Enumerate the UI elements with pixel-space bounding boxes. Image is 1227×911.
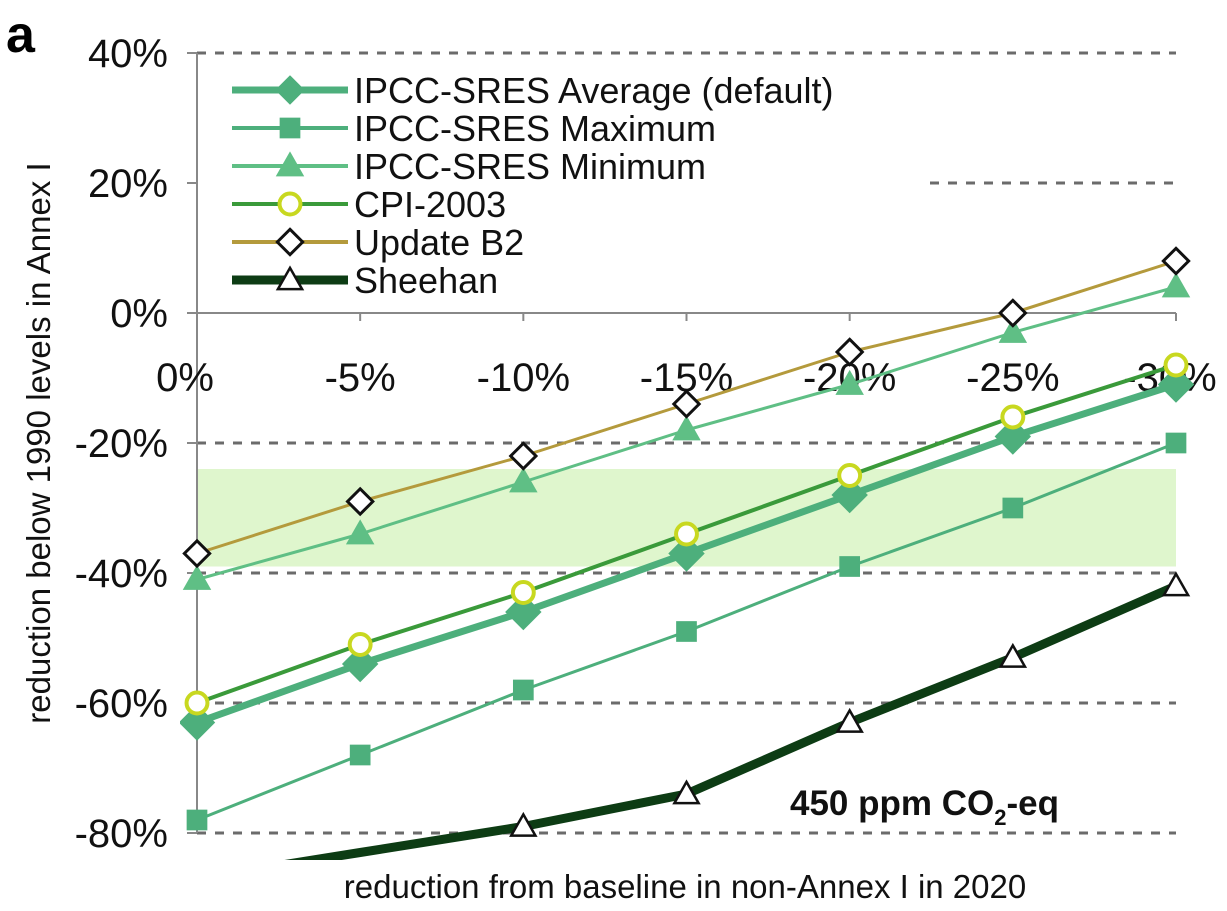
annotation-main: 450 ppm CO: [790, 784, 994, 823]
data-point: [998, 298, 1028, 328]
data-point: [668, 535, 705, 572]
data-point: [184, 690, 210, 716]
x-tick-label: -10%: [477, 356, 570, 400]
data-point: [672, 415, 701, 441]
series-2: [182, 272, 1191, 590]
y-tick-label: -20%: [75, 422, 168, 466]
legend-label: IPCC-SRES Maximum: [354, 108, 716, 149]
data-point: [182, 538, 212, 569]
annotation-subscript: 2: [994, 805, 1006, 830]
series-3: [184, 352, 1189, 716]
y-tick-label: 40%: [88, 32, 168, 76]
legend-entry-5: Sheehan: [232, 260, 498, 301]
legend-entry-3: CPI-2003: [232, 184, 506, 225]
data-point: [508, 441, 539, 471]
data-point: [349, 744, 371, 766]
data-point: [671, 389, 702, 419]
series-1: [186, 432, 1187, 831]
data-point: [839, 556, 861, 577]
data-point: [505, 593, 542, 631]
data-point: [1165, 432, 1187, 454]
x-tick-label: 0%: [156, 356, 214, 400]
data-point: [1000, 404, 1026, 430]
data-point: [345, 486, 375, 517]
data-point: [835, 369, 864, 395]
x-tick-label: -5%: [325, 356, 396, 400]
legend-entry-2: IPCC-SRES Minimum: [232, 146, 706, 187]
data-point: [994, 418, 1032, 455]
data-point: [835, 707, 864, 733]
legend-label: CPI-2003: [354, 184, 506, 225]
legend-label: Sheehan: [354, 260, 498, 301]
legend-marker: [275, 151, 305, 177]
data-point: [998, 642, 1028, 668]
legend-entry-0: IPCC-SRES Average (default): [232, 70, 834, 111]
x-tick-label: -25%: [966, 356, 1059, 400]
data-point: [510, 580, 536, 605]
data-point: [672, 779, 701, 805]
data-point: [674, 521, 699, 547]
annotation-suffix: -eq: [1006, 784, 1059, 823]
y-tick-label-layer: -80% -60% -40% -20% 0% 20% 40%: [75, 32, 168, 856]
y-tick-label: -80%: [75, 812, 168, 856]
data-point: [1161, 571, 1191, 597]
data-point: [509, 811, 538, 837]
data-point: [1002, 497, 1024, 519]
legend-label: IPCC-SRES Average (default): [354, 70, 834, 111]
y-tick-label: -60%: [75, 682, 168, 726]
data-point: [1161, 246, 1191, 276]
series-4: [182, 246, 1191, 569]
data-point: [998, 317, 1028, 343]
legend-marker: [275, 265, 305, 291]
x-axis-title: reduction from baseline in non-Annex I i…: [344, 868, 1026, 905]
data-point: [509, 467, 538, 493]
y-tick-label: 20%: [88, 162, 168, 206]
data-point: [182, 564, 212, 590]
series-5: [284, 571, 1191, 860]
data-point: [831, 476, 868, 514]
data-point: [512, 679, 534, 701]
legend-marker: [275, 75, 305, 105]
data-point: [834, 337, 865, 367]
annotation-450ppm: 450 ppm CO2-eq: [790, 784, 1059, 830]
data-point: [345, 519, 375, 545]
series-layer: [180, 246, 1195, 860]
data-point: [1161, 272, 1191, 298]
legend: IPCC-SRES Average (default)IPCC-SRES Max…: [232, 70, 834, 301]
legend-marker: [275, 227, 305, 257]
legend-marker: [277, 191, 303, 217]
data-point: [1163, 352, 1189, 378]
data-point: [186, 809, 208, 831]
gridline-layer: [197, 51, 1176, 835]
panel-label: a: [6, 6, 36, 64]
legend-label: Update B2: [354, 222, 524, 263]
legend-marker: [279, 117, 301, 139]
y-tick-label: -40%: [75, 552, 168, 596]
data-point: [837, 463, 863, 488]
data-point: [347, 632, 373, 657]
series-0: [180, 366, 1195, 741]
y-tick-label: 0%: [110, 292, 168, 336]
data-point: [180, 704, 216, 741]
legend-entry-4: Update B2: [232, 222, 524, 263]
data-point: [1157, 366, 1195, 403]
y-axis-title: reduction below 1990 levels in Annex I: [20, 162, 57, 723]
legend-entry-1: IPCC-SRES Maximum: [232, 108, 716, 149]
legend-label: IPCC-SRES Minimum: [354, 146, 706, 187]
data-point: [676, 621, 697, 642]
data-point: [341, 645, 379, 683]
